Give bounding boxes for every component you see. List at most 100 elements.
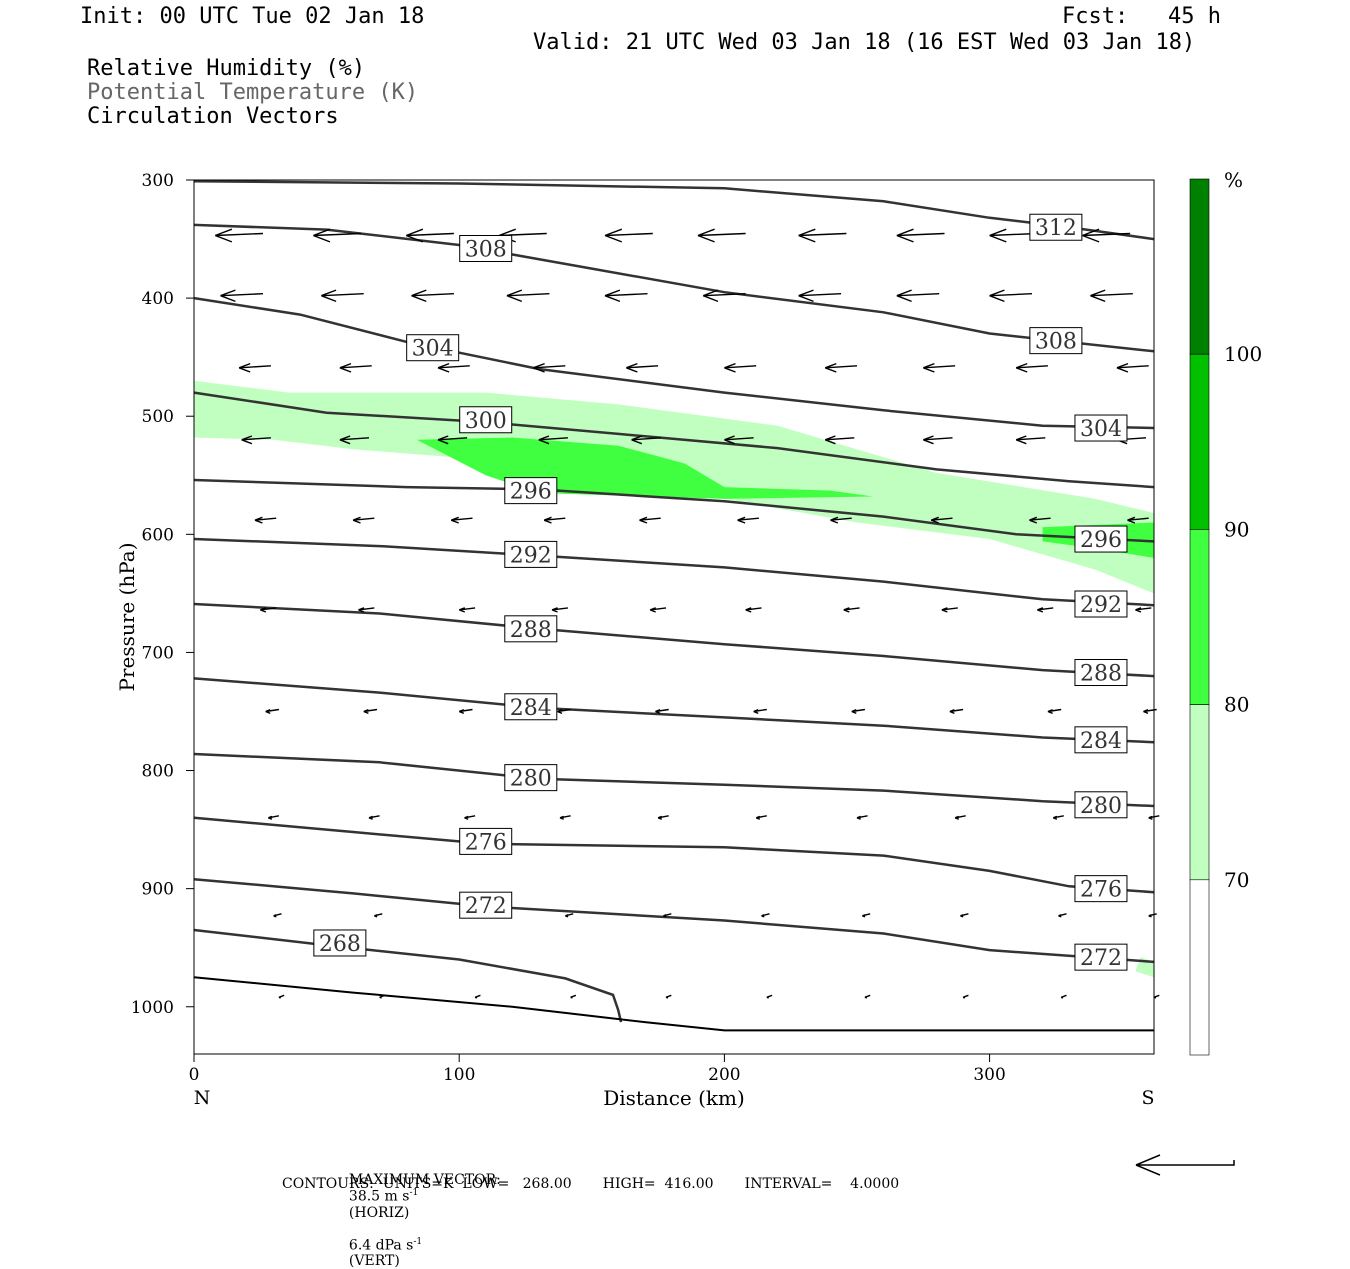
circulation-vector bbox=[352, 516, 375, 524]
colorbar-label: 70 bbox=[1224, 868, 1249, 892]
circulation-vector bbox=[824, 435, 855, 445]
colorbar-segment bbox=[1189, 353, 1210, 530]
circulation-vector bbox=[268, 815, 280, 820]
circulation-vector bbox=[851, 708, 866, 714]
circulation-vector bbox=[1143, 708, 1157, 714]
circulation-vector bbox=[724, 362, 757, 373]
contour-label-text: 300 bbox=[465, 409, 507, 434]
circulation-vector bbox=[254, 516, 277, 524]
circulation-vector bbox=[220, 289, 264, 303]
axes: 300 400 500 600 700 800 900 1000 0 100 200 300 bbox=[131, 171, 1006, 1085]
circulation-vector bbox=[374, 913, 383, 918]
circulation-vector bbox=[458, 708, 473, 714]
circulation-vector bbox=[450, 516, 473, 524]
init-time: Init: 00 UTC Tue 02 Jan 18 bbox=[80, 4, 425, 29]
contour-label-text: 280 bbox=[1080, 794, 1122, 819]
circulation-vector bbox=[663, 913, 672, 918]
contour-label-box bbox=[1074, 525, 1128, 553]
contour-label-box bbox=[504, 764, 558, 792]
circulation-vector bbox=[1047, 708, 1062, 714]
contour-label-304: 304 bbox=[406, 334, 460, 362]
theta-contour-276 bbox=[193, 816, 1155, 894]
colorbar-label: 90 bbox=[1224, 517, 1249, 541]
contour-label-268: 268 bbox=[313, 929, 367, 957]
contour-label-text: 308 bbox=[465, 238, 507, 263]
contour-label-box bbox=[459, 827, 513, 855]
circulation-vector bbox=[604, 289, 648, 303]
circulation-vector bbox=[896, 228, 945, 243]
contour-label-272: 272 bbox=[1074, 943, 1128, 971]
contour-label-box bbox=[504, 477, 558, 505]
circulation-vector bbox=[626, 362, 659, 373]
contour-label-292: 292 bbox=[504, 540, 558, 568]
circulation-vector bbox=[437, 362, 470, 373]
max-vert-suffix: (VERT) bbox=[348, 1253, 400, 1269]
contour-label-288: 288 bbox=[504, 615, 558, 643]
circulation-vector bbox=[241, 435, 271, 445]
circulation-vector bbox=[458, 607, 476, 613]
circulation-vector bbox=[559, 815, 571, 820]
circulation-vector bbox=[1015, 435, 1046, 445]
max-horiz-suffix: (HORIZ) bbox=[348, 1204, 410, 1221]
contour-label-text: 284 bbox=[1080, 729, 1122, 754]
circulation-vector bbox=[761, 913, 770, 918]
circulation-vector bbox=[1015, 362, 1048, 373]
contour-label-box bbox=[1074, 943, 1128, 971]
max-vert-value: 6.4 dPa s bbox=[348, 1237, 414, 1254]
contour-label-text: 272 bbox=[465, 894, 507, 919]
contour-labels: 312 308 308 304 304 300 296 296 292 292 288 288 284 2… bbox=[313, 213, 1128, 971]
circulation-vector bbox=[405, 228, 454, 243]
circulation-vector bbox=[702, 289, 746, 303]
circulation-vector bbox=[437, 435, 468, 445]
contour-label-box bbox=[1074, 726, 1128, 754]
theta-contour-288 bbox=[193, 602, 1155, 678]
contour-label-box bbox=[459, 235, 513, 263]
max-vector-label: MAXIMUM VECTOR: bbox=[348, 1172, 501, 1188]
circulation-vector bbox=[570, 994, 577, 999]
reference-vector-arrow bbox=[1135, 1154, 1235, 1176]
circulation-vector bbox=[1127, 516, 1149, 524]
circulation-vector bbox=[538, 435, 568, 445]
circulation-vector bbox=[830, 516, 852, 524]
contour-label-text: 276 bbox=[465, 830, 507, 855]
theta-contour-296 bbox=[193, 478, 1155, 543]
circulation-vector bbox=[639, 516, 661, 524]
contour-label-276: 276 bbox=[1074, 875, 1128, 903]
circulation-vector bbox=[753, 708, 767, 714]
circulation-vector bbox=[862, 913, 871, 918]
circulation-vector bbox=[657, 815, 669, 820]
plot-frame bbox=[193, 179, 1155, 1055]
colorbar-segment bbox=[1189, 178, 1210, 355]
legend-vectors: Circulation Vectors bbox=[87, 104, 339, 129]
contour-label-text: 268 bbox=[319, 932, 361, 957]
theta-contour-308 bbox=[193, 223, 1155, 353]
circulation-vector bbox=[543, 516, 566, 524]
circulation-vector bbox=[533, 362, 566, 373]
south-label: S bbox=[1141, 1087, 1154, 1109]
legend-rh: Relative Humidity (%) bbox=[87, 56, 366, 81]
circulation-vector bbox=[798, 289, 842, 303]
circulation-vector bbox=[238, 362, 271, 373]
surface-line bbox=[193, 976, 1154, 1032]
circulation-vector bbox=[1116, 362, 1149, 373]
y-tick-label: 500 bbox=[142, 407, 174, 427]
circulation-vector bbox=[960, 913, 969, 918]
contour-label-box bbox=[504, 615, 558, 643]
circulation-vector bbox=[989, 289, 1033, 303]
contour-label-box bbox=[504, 540, 558, 568]
circulation-vector bbox=[631, 435, 661, 445]
contour-label-312: 312 bbox=[1029, 213, 1083, 241]
contour-label-text: 304 bbox=[1080, 417, 1122, 442]
colorbar-segment bbox=[1189, 879, 1210, 1056]
contour-label-box bbox=[1074, 875, 1128, 903]
circulation-vector bbox=[273, 913, 282, 918]
contour-label-text: 304 bbox=[412, 337, 454, 362]
x-tick-label: 200 bbox=[708, 1065, 740, 1085]
x-tick-label: 300 bbox=[973, 1065, 1005, 1085]
colorbar-label: 100 bbox=[1224, 342, 1262, 366]
colorbar-unit: % bbox=[1224, 168, 1243, 192]
circulation-vector bbox=[923, 435, 953, 445]
contour-label-284: 284 bbox=[1074, 726, 1128, 754]
circulation-vector bbox=[766, 994, 773, 999]
x-axis-label: Distance (km) bbox=[603, 1086, 745, 1110]
